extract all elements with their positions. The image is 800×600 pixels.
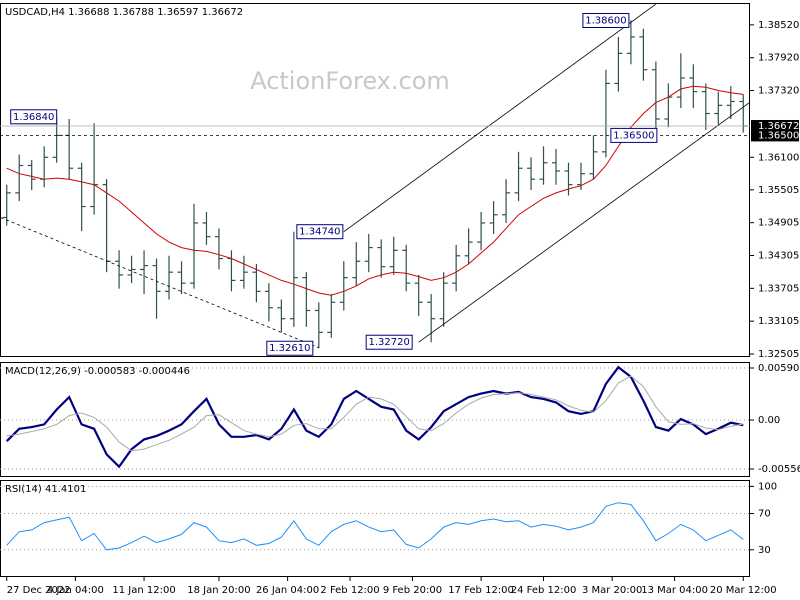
- y-tick-label: 1.35505: [758, 185, 799, 196]
- panel-title: USDCAD,H4 1.36688 1.36788 1.36597 1.3667…: [5, 7, 243, 18]
- plot-area: [0, 3, 750, 349]
- y-tick-label: 1.37920: [758, 53, 799, 64]
- annotation: 1.36840: [13, 112, 54, 123]
- price-label: 1.36672: [758, 121, 799, 132]
- panel-title: MACD(12,26,9) -0.000583 -0.000446: [5, 366, 190, 377]
- moving-average: [6, 85, 744, 296]
- y-tick-label: 0.00: [758, 415, 780, 426]
- annotation: 1.38600: [585, 16, 626, 27]
- plot-area: [0, 485, 750, 551]
- x-tick-label: 11 Jan 12:00: [112, 585, 175, 596]
- y-tick-label: 1.38520: [758, 20, 799, 31]
- x-tick-label: 9 Feb 20:00: [383, 585, 442, 596]
- plot-area: [0, 365, 750, 470]
- x-tick-label: 20 Mar 12:00: [710, 585, 777, 596]
- x-tick-label: 2 Feb 12:00: [320, 585, 379, 596]
- y-tick-label: 100: [758, 481, 777, 492]
- x-tick-label: 17 Feb 12:00: [448, 585, 514, 596]
- annotation-box: [582, 13, 630, 29]
- x-tick-label: 3 Mar 20:00: [582, 585, 642, 596]
- annotation: 1.32720: [368, 337, 409, 348]
- annotation-box: [610, 127, 658, 143]
- series-line: [6, 502, 744, 551]
- y-tick-label: 1.33705: [758, 283, 799, 294]
- trendline: [343, 3, 657, 233]
- annotation-box: [365, 334, 413, 350]
- annotation-box: [266, 340, 314, 356]
- x-tick-label: 4 Jan 04:00: [47, 585, 104, 596]
- x-tick-label: 13 Mar 04:00: [641, 585, 708, 596]
- series-line: [5, 365, 744, 469]
- price-label-box: [751, 119, 799, 132]
- x-tick-label: 27 Dec 2022: [7, 585, 71, 596]
- annotation-box: [296, 224, 344, 240]
- watermark: ActionForex.com: [250, 67, 450, 95]
- annotation: 1.34740: [299, 227, 340, 238]
- y-tick-label: 1.36100: [758, 152, 799, 163]
- annotation: 1.32610: [269, 343, 310, 354]
- x-tick-label: 26 Jan 04:00: [256, 585, 319, 596]
- panel-title: RSI(14) 41.4101: [5, 484, 86, 495]
- annotation-box: [10, 109, 58, 125]
- x-tick-label: 18 Jan 20:00: [187, 585, 250, 596]
- y-tick-label: 0.005908: [758, 363, 800, 374]
- panel: [0, 362, 750, 477]
- panel: [0, 3, 750, 357]
- y-tick-label: 1.33105: [758, 316, 799, 327]
- y-tick-label: 70: [758, 509, 771, 520]
- price-label-box: [751, 129, 799, 142]
- x-tick-label: 24 Feb 12:00: [511, 585, 577, 596]
- panel: [0, 480, 750, 577]
- y-tick-label: 1.32505: [758, 349, 799, 360]
- y-tick-label: 1.34905: [758, 218, 799, 229]
- y-tick-label: 30: [758, 545, 771, 556]
- y-tick-label: 1.34305: [758, 251, 799, 262]
- series-line: [6, 375, 744, 452]
- price-label: 1.36500: [758, 130, 799, 141]
- y-tick-label: -0.005563: [758, 464, 800, 475]
- annotation: 1.36500: [613, 130, 654, 141]
- trendline: [418, 102, 750, 343]
- y-tick-label: 1.37320: [758, 86, 799, 97]
